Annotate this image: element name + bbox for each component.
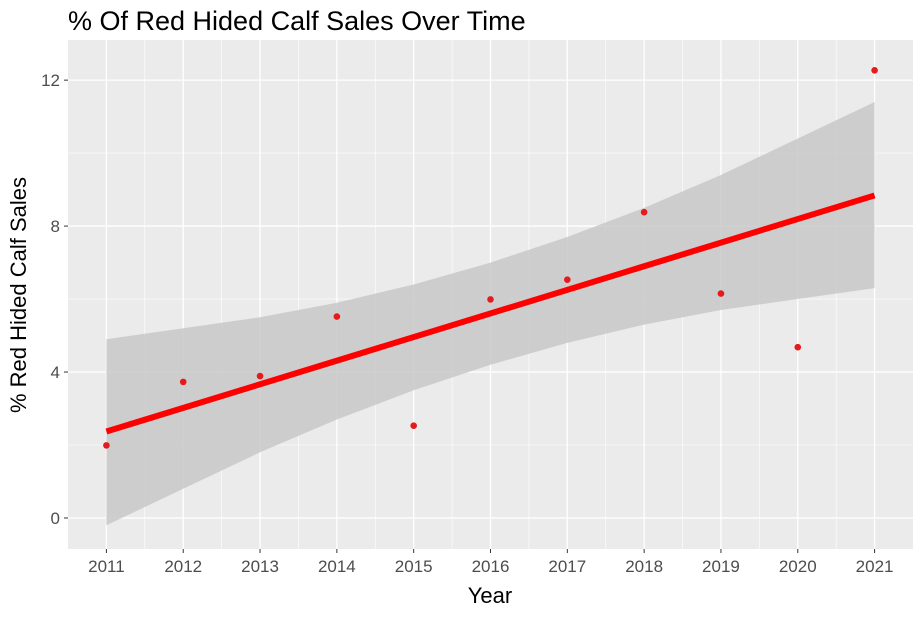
chart-title: % Of Red Hided Calf Sales Over Time (68, 6, 526, 36)
x-tick-label: 2014 (318, 557, 356, 576)
y-tick-label: 4 (51, 363, 60, 382)
y-axis-label: % Red Hided Calf Sales (6, 177, 31, 413)
x-tick-label: 2018 (625, 557, 663, 576)
data-point (871, 66, 878, 74)
x-tick-label: 2017 (548, 557, 586, 576)
x-tick-label: 2012 (164, 557, 202, 576)
x-tick-label: 2013 (241, 557, 279, 576)
data-point (410, 422, 417, 429)
data-point (564, 276, 571, 284)
data-point (103, 442, 110, 449)
x-axis-label: Year (468, 583, 512, 608)
data-point (256, 372, 264, 380)
data-point (640, 208, 648, 216)
data-point (179, 378, 187, 386)
x-tick-label: 2015 (395, 557, 433, 576)
y-tick-label: 8 (51, 217, 60, 236)
data-point (794, 343, 802, 351)
x-tick-label: 2019 (702, 557, 740, 576)
data-point (333, 313, 341, 320)
x-tick-label: 2011 (88, 557, 125, 576)
x-tick-label: 2016 (472, 557, 510, 576)
x-tick-label: 2021 (856, 557, 894, 576)
y-tick-label: 12 (41, 71, 60, 90)
data-point (487, 296, 494, 303)
data-point (717, 290, 725, 297)
y-tick-label: 0 (51, 509, 60, 528)
trend-line (105, 192, 876, 435)
x-tick-label: 2020 (779, 557, 817, 576)
